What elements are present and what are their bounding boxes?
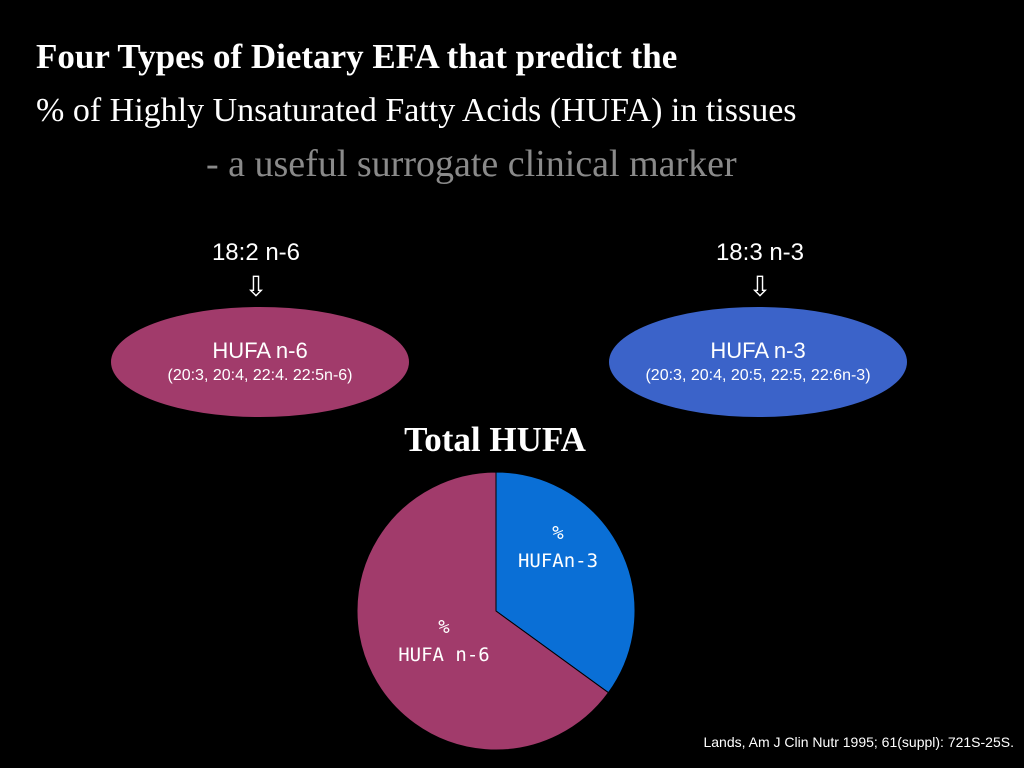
- pie-label-percent-hufa-n3: %: [552, 522, 564, 544]
- title-line-1: Four Types of Dietary EFA that predict t…: [36, 37, 678, 76]
- subtitle: - a useful surrogate clinical marker: [206, 143, 737, 185]
- precursor-n6-label: 18:2 n-6: [211, 239, 301, 266]
- hufa-n6-title: HUFA n-6: [212, 338, 308, 363]
- pie-slice-hufa-n6: [356, 471, 610, 751]
- title-line-2: % of Highly Unsaturated Fatty Acids (HUF…: [36, 92, 797, 129]
- down-arrow-n3-icon: ⇩: [748, 270, 772, 303]
- precursor-n3-label: 18:3 n-3: [715, 239, 805, 266]
- pie-label-name-hufa-n6: HUFA n-6: [398, 644, 490, 666]
- pie-chart-title: Total HUFA: [404, 420, 586, 459]
- hufa-n3-ellipse: HUFA n-3 (20:3, 20:4, 20:5, 22:5, 22:6n-…: [609, 307, 907, 417]
- hufa-n6-ellipse: HUFA n-6 (20:3, 20:4, 22:4. 22:5n-6): [111, 307, 409, 417]
- citation: Lands, Am J Clin Nutr 1995; 61(suppl): 7…: [703, 734, 1014, 750]
- hufa-n3-title: HUFA n-3: [710, 338, 806, 363]
- pie-label-percent-hufa-n6: %: [438, 616, 450, 638]
- total-hufa-pie-chart: % HUFAn-3% HUFA n-6: [356, 471, 636, 751]
- hufa-n6-detail: (20:3, 20:4, 22:4. 22:5n-6): [167, 367, 353, 384]
- pie-slice-hufa-n3: [495, 471, 636, 694]
- pie-label-name-hufa-n3: HUFAn-3: [518, 550, 598, 572]
- hufa-n3-detail: (20:3, 20:4, 20:5, 22:5, 22:6n-3): [645, 367, 871, 384]
- down-arrow-n6-icon: ⇩: [244, 270, 268, 303]
